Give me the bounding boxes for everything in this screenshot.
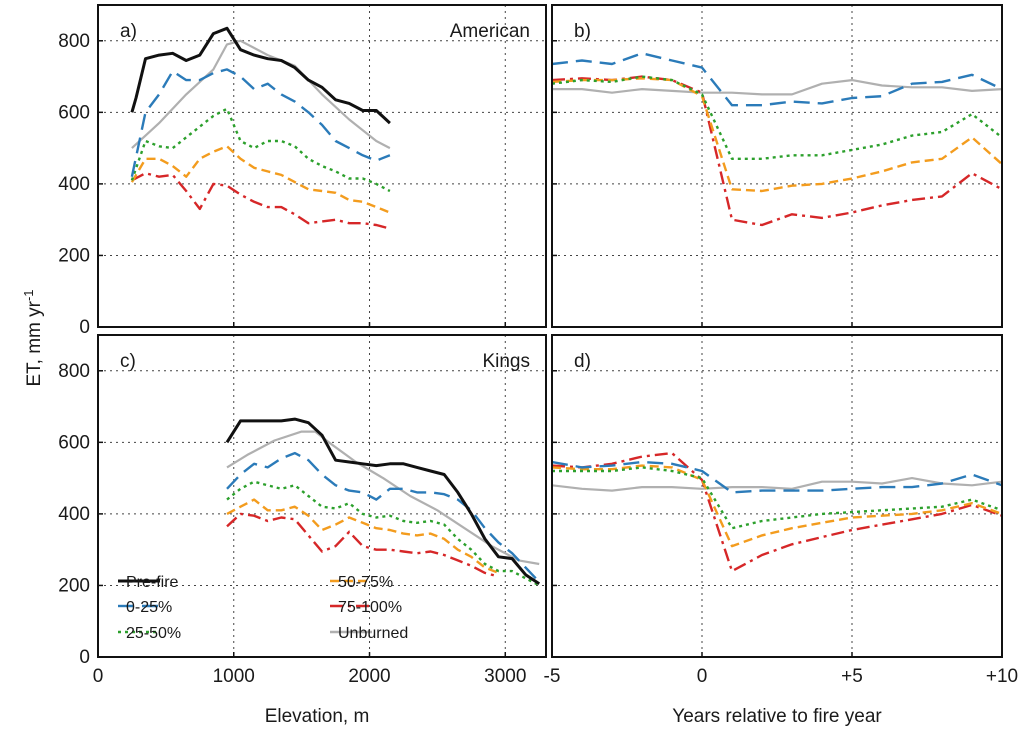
y-axis-label-superscript: -1 [21,289,36,301]
panel-b: b) [551,4,1003,328]
series-line-unburned [552,79,1002,96]
panel-c: 0 200 400 600 800 0 1000 2000 3000 c) Kings [58,334,547,687]
y-tick-label: 200 [58,245,90,266]
series-line-25-50pct [130,107,391,193]
x-axis-label-right: Years relative to fire year [672,706,882,727]
legend-item: 0-25% [118,599,172,616]
y-tick-label: 400 [58,504,90,525]
series-line-pre-fire [130,26,391,125]
panel-label: b) [574,21,591,42]
panel-frame [551,334,1003,658]
series-line-75-100pct [131,172,391,230]
series-line-75-100pct [552,75,1002,227]
panel-d: -5 0 +5 +10 d) [544,334,1018,687]
legend-label: Pre-fire [126,574,179,591]
legend-item: Pre-fire [118,574,179,591]
series-line-25-50pct [226,480,540,587]
panel-frame [97,334,547,658]
series-line-25-50pct [552,75,1002,160]
series-line-0-25pct [552,460,1002,494]
panel-label: d) [574,351,591,372]
series-line-unburned [131,39,391,150]
series-line-0-25pct [130,68,391,177]
series-line-75-100pct [226,512,499,578]
series-line-0-25pct [552,52,1002,107]
legend-label: 0-25% [126,599,172,616]
legend-item: Unburned [330,625,408,642]
x-tick-label: 1000 [213,666,255,687]
panel-a: 0 200 400 600 800 a) American [58,4,547,338]
y-tick-label: 800 [58,31,90,52]
series-line-50-75pct [226,498,499,575]
series-line-pre-fire [225,417,541,585]
y-tick-label: 600 [58,432,90,453]
panel-frame [551,4,1003,328]
series-line-unburned [226,430,540,566]
y-tick-label: 0 [79,317,90,338]
legend-label: 75-100% [338,599,402,616]
panel-label: a) [120,21,137,42]
series-line-25-50pct [552,466,1002,530]
panel-title: Kings [482,351,530,372]
series-line-75-100pct [552,451,1002,573]
x-tick-label: 0 [697,666,708,687]
legend-label: 50-75% [338,574,393,591]
x-tick-label: -5 [544,666,561,687]
legend: Pre-fire 50-75% 0-25% 75-100% 25-50% Unburned [118,574,408,642]
panel-frame [97,4,547,328]
legend-label: Unburned [338,625,408,642]
x-tick-label: +10 [986,666,1018,687]
legend-label: 25-50% [126,625,181,642]
y-axis-label: ET, mm yr-1 [21,289,45,386]
panel-title: American [450,21,530,42]
series-line-50-75pct [552,77,1002,193]
y-tick-label: 600 [58,102,90,123]
x-tick-label: 0 [93,666,104,687]
x-axis-label-left: Elevation, m [265,706,370,727]
y-tick-label: 200 [58,575,90,596]
series-line-50-75pct [552,464,1002,548]
x-tick-label: +5 [841,666,863,687]
legend-item: 50-75% [330,574,393,591]
legend-item: 75-100% [330,599,402,616]
series-line-unburned [552,477,1002,492]
x-tick-label: 2000 [348,666,390,687]
y-tick-label: 800 [58,361,90,382]
panel-label: c) [120,351,136,372]
y-tick-label: 0 [79,647,90,668]
y-tick-label: 400 [58,174,90,195]
series-line-50-75pct [130,145,391,214]
legend-item: 25-50% [118,625,181,642]
x-tick-label: 3000 [484,666,526,687]
